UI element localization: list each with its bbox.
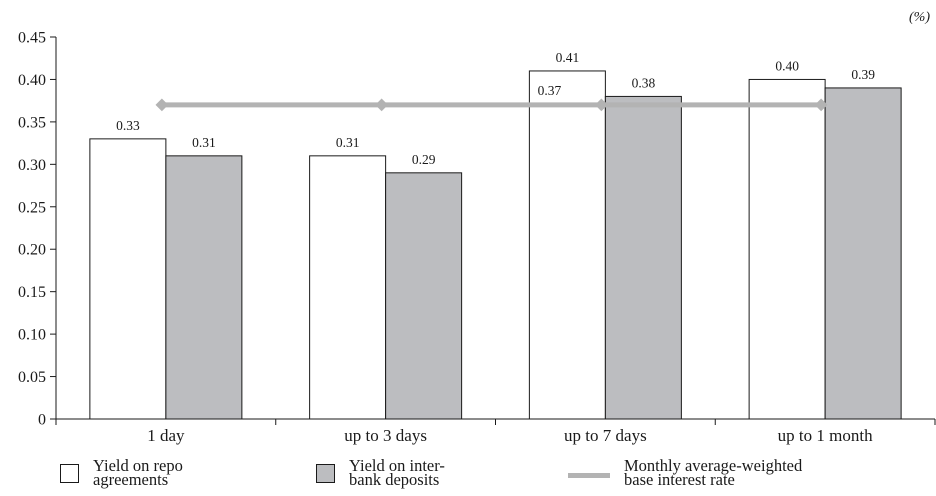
- legend-label-base-rate: Monthly average-weighted base interest r…: [624, 456, 803, 489]
- bar-value-label: 0.41: [556, 50, 580, 65]
- x-axis: 1 day up to 3 days up to 7 days up to 1 mon…: [55, 418, 936, 445]
- bar-interbank: [604, 95, 682, 420]
- y-tick-label: 0.05: [18, 369, 46, 386]
- bar-value-label: 0.39: [851, 67, 875, 82]
- legend-item-base-rate: Monthly average-weighted base interest r…: [568, 456, 803, 489]
- y-tick-label: 0.40: [18, 72, 46, 89]
- bar-chart: (%) 0 0.05 0.10 0.15 0.20 0.25 0.30 0.35 0.40 0.4…: [18, 10, 936, 445]
- legend: Yield on repo agreements Yield on inter-…: [0, 456, 936, 496]
- data-labels: 0.33 0.31 0.31 0.29 0.41 0.38 0.40 0.39 0.37: [116, 50, 875, 167]
- x-category-label: up to 1 month: [778, 426, 873, 445]
- bar-value-label: 0.33: [116, 118, 140, 133]
- y-tick-label: 0.25: [18, 199, 46, 216]
- legend-label-interbank: Yield on inter- bank deposits: [349, 456, 445, 489]
- bar-repo: [528, 70, 606, 420]
- y-tick-label: 0.10: [18, 327, 46, 344]
- bar-repo: [748, 78, 826, 420]
- y-axis: 0 0.05 0.10 0.15 0.20 0.25 0.30 0.35 0.40 0.45: [18, 30, 57, 429]
- legend-swatch-repo: [60, 464, 79, 483]
- base-rate-line: [155, 98, 828, 112]
- y-tick-label: 0.45: [18, 30, 46, 47]
- bar-interbank: [385, 172, 463, 420]
- legend-label-repo: Yield on repo agreements: [93, 456, 183, 489]
- base-rate-value-label: 0.37: [538, 83, 562, 98]
- bar-interbank: [165, 155, 243, 420]
- legend-line-base-rate: [568, 473, 610, 478]
- legend-swatch-interbank: [316, 464, 335, 483]
- x-category-label: up to 7 days: [564, 426, 647, 445]
- bar-repo: [89, 138, 167, 420]
- x-category-label: up to 3 days: [344, 426, 427, 445]
- y-tick-label: 0.30: [18, 157, 46, 174]
- bar-interbank: [824, 87, 902, 420]
- base-rate-marker: [375, 98, 388, 112]
- unit-label: (%): [909, 10, 930, 25]
- y-tick-label: 0: [38, 412, 46, 429]
- x-category-label: 1 day: [147, 426, 185, 445]
- bar-value-label: 0.29: [412, 152, 436, 167]
- bar-value-label: 0.38: [632, 75, 656, 90]
- base-rate-marker: [155, 98, 169, 112]
- y-tick-label: 0.20: [18, 242, 46, 259]
- bar-repo: [309, 155, 387, 420]
- legend-item-interbank: Yield on inter- bank deposits: [316, 456, 445, 489]
- y-tick-label: 0.15: [18, 284, 46, 301]
- legend-item-repo: Yield on repo agreements: [60, 456, 183, 489]
- bars: [89, 70, 902, 420]
- bar-value-label: 0.31: [336, 135, 360, 150]
- bar-value-label: 0.31: [192, 135, 216, 150]
- y-tick-label: 0.35: [18, 114, 46, 131]
- bar-value-label: 0.40: [775, 58, 799, 73]
